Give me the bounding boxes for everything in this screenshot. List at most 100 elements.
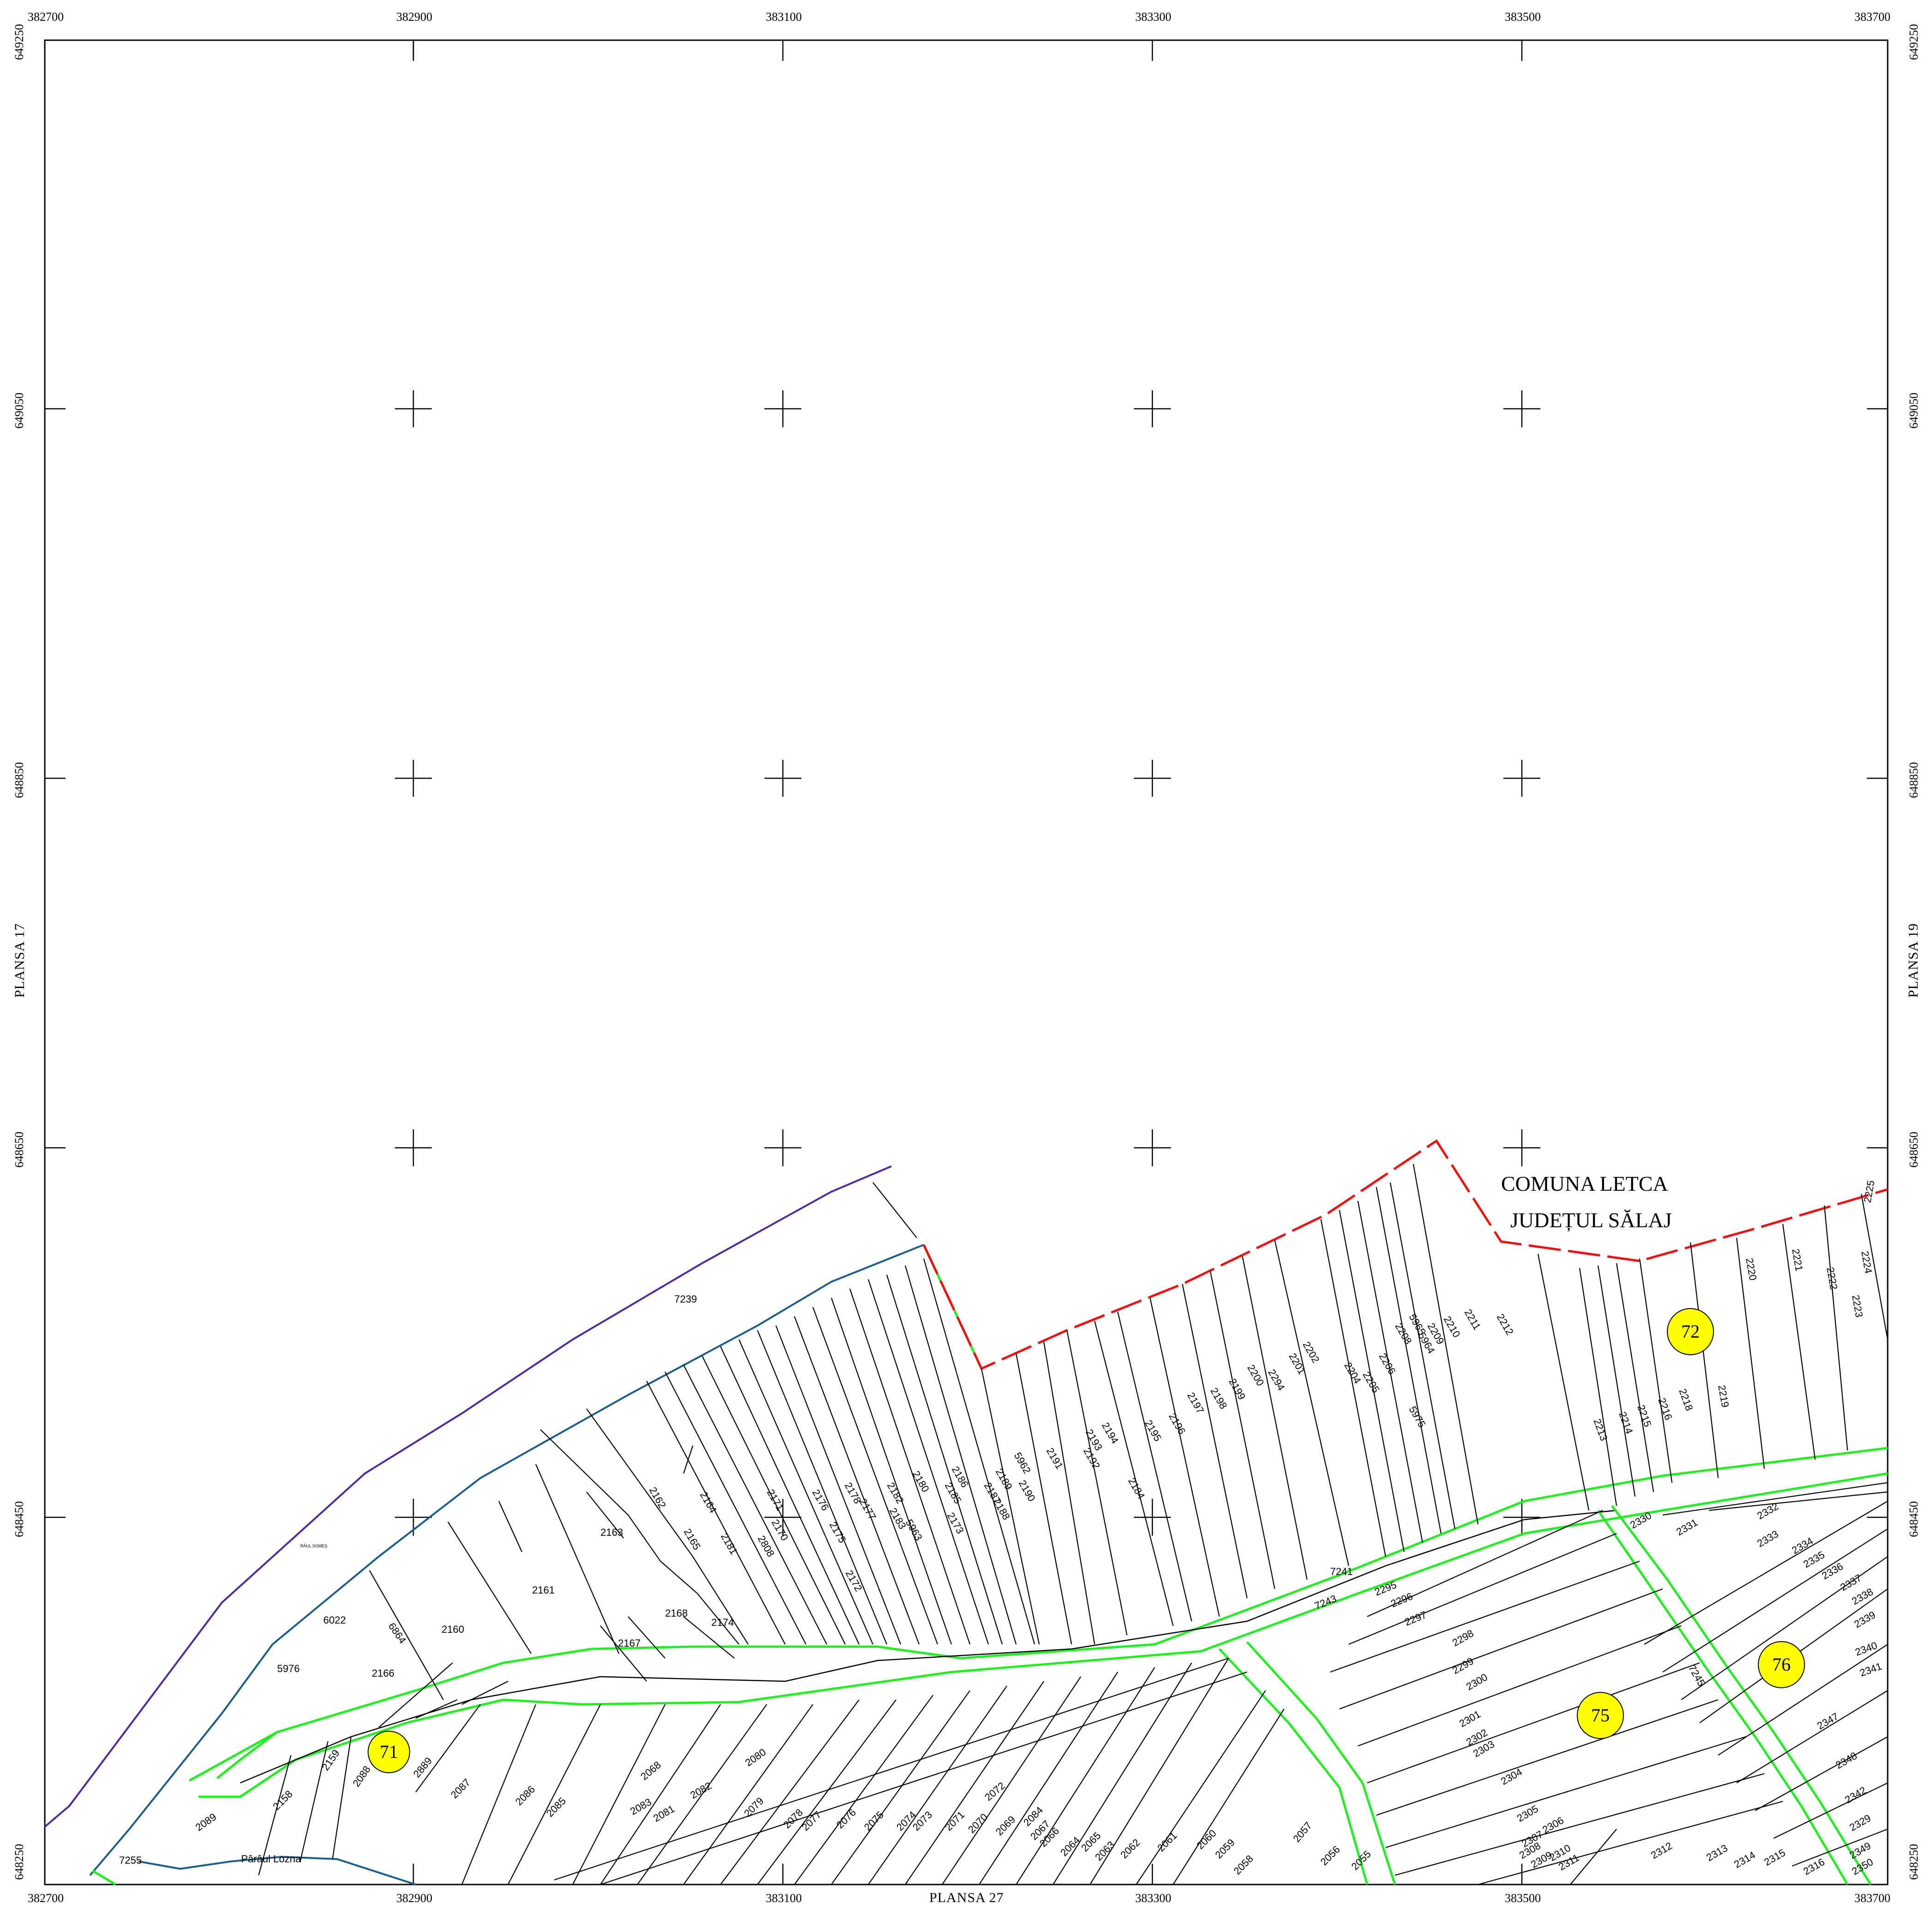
parcel-label: 2200 <box>1245 1363 1266 1388</box>
parcel-label: 7243 <box>1313 1593 1338 1612</box>
river-label: RÂUL SOMEȘ <box>300 1544 327 1548</box>
parcel-label: 7255 <box>119 1854 142 1866</box>
parcel-label: 2088 <box>351 1764 373 1788</box>
parcel-label: 2333 <box>1755 1528 1781 1549</box>
parcel-label: 2306 <box>1540 1814 1566 1836</box>
river-someș-north-bank <box>44 1165 892 1828</box>
parcel-label: 2219 <box>1716 1384 1731 1409</box>
road-branch-a <box>1218 1648 1369 1885</box>
coord-y-right-0: 649250 <box>1907 24 1920 60</box>
parcel-label: 2223 <box>1850 1294 1865 1319</box>
sector-71-label: 71 <box>380 1741 398 1762</box>
road-branch-a2 <box>1246 1641 1396 1885</box>
parcel-label: 2341 <box>1858 1660 1884 1679</box>
parcel-label: 2225 <box>1861 1179 1877 1204</box>
coord-y-left-0: 649250 <box>12 24 26 60</box>
parcel-label: 2314 <box>1732 1849 1757 1870</box>
coord-y-left-2: 648850 <box>12 762 26 798</box>
parcel-lines <box>369 1164 1889 1700</box>
coord-y-left-1: 649050 <box>12 393 26 429</box>
parcel-label: 2213 <box>1591 1417 1610 1442</box>
parcel-label: 2342 <box>1843 1784 1868 1806</box>
road-branch-b <box>1597 1509 1849 1885</box>
coord-x-top-5: 383700 <box>1854 10 1890 24</box>
coord-y-right-4: 648450 <box>1907 1501 1920 1537</box>
sector-75-label: 75 <box>1591 1705 1610 1726</box>
parcel-label: 2172 <box>843 1568 865 1594</box>
parcel-label: 2335 <box>1801 1549 1827 1570</box>
parcel-label: 5963 <box>903 1517 925 1543</box>
coord-y-right: 649250 649050 648850 648650 648450 64825… <box>1907 24 1920 1880</box>
parcel-label: 2166 <box>372 1667 394 1679</box>
comuna-label: COMUNA LETCA <box>1501 1172 1668 1195</box>
coord-x-top-2: 383100 <box>766 10 802 24</box>
parcel-label: 2068 <box>638 1759 663 1782</box>
coord-x-top-3: 383300 <box>1135 10 1171 24</box>
parcel-label: 2165 <box>682 1527 703 1552</box>
parcel-label: 2305 <box>1515 1803 1540 1824</box>
coord-x-bottom-1: 382900 <box>396 1891 432 1905</box>
sector-72-label: 72 <box>1681 1321 1700 1342</box>
coord-y-right-1: 649050 <box>1907 393 1920 429</box>
parcel-label: 2340 <box>1853 1639 1879 1658</box>
parcel-label: 2060 <box>1194 1827 1218 1851</box>
parcel-label: 2214 <box>1617 1410 1635 1436</box>
sector-76-label: 76 <box>1772 1654 1791 1675</box>
parcel-label: 2057 <box>1291 1820 1314 1845</box>
parcel-label: 2158 <box>271 1788 295 1812</box>
parcel-label: 2338 <box>1850 1586 1875 1607</box>
coord-y-left: 649250 649050 648850 648650 648450 64825… <box>12 24 26 1880</box>
stream-label: Pârâul Lozna <box>241 1853 301 1865</box>
parcel-label: 2212 <box>1495 1312 1516 1337</box>
sector-76: 76 <box>1758 1641 1805 1688</box>
parcel-label: 2174 <box>711 1617 734 1628</box>
parcel-label: 2175 <box>827 1520 848 1545</box>
parcel-label: 2316 <box>1801 1856 1827 1877</box>
parcel-label: 2198 <box>1208 1386 1229 1411</box>
parcel-label: 2329 <box>1847 1812 1873 1833</box>
parcel-label: 2086 <box>513 1783 537 1807</box>
coord-x-top: 382700 382900 383100 383300 383500 38370… <box>28 10 1890 24</box>
parcel-label: 2085 <box>544 1795 568 1819</box>
coord-x-top-1: 382900 <box>396 10 432 24</box>
map-frame <box>44 39 1889 1885</box>
coord-y-left-3: 648650 <box>12 1132 26 1168</box>
parcel-label: 7239 <box>674 1293 697 1305</box>
parcel-label: 2076 <box>834 1806 858 1830</box>
parcel-label: 2182 <box>885 1480 906 1506</box>
parcel-label: 2337 <box>1838 1572 1864 1593</box>
parcel-label: 2215 <box>1635 1403 1653 1429</box>
parcel-label: 2301 <box>1457 1708 1483 1729</box>
parcel-label: 2081 <box>651 1803 677 1824</box>
coord-x-bottom-5: 383700 <box>1854 1891 1890 1905</box>
parcel-label: 2216 <box>1656 1396 1674 1422</box>
parcel-label: 7241 <box>1330 1566 1353 1577</box>
parcel-label: 5975 <box>1407 1404 1428 1430</box>
parcel-label: 2808 <box>756 1533 777 1559</box>
parcel-label: 2083 <box>628 1796 654 1817</box>
parcel-label: 2168 <box>665 1607 688 1619</box>
parcel-label: 2089 <box>194 1811 218 1834</box>
parcel-label: 2062 <box>1118 1836 1142 1861</box>
parcel-label: 2069 <box>993 1813 1017 1837</box>
parcel-label: 2204 <box>1342 1360 1363 1386</box>
road-upper-edge <box>188 1447 1888 1782</box>
parcel-label: 5962 <box>1012 1450 1033 1476</box>
coord-y-right-2: 648850 <box>1907 762 1920 798</box>
parcel-label: 2222 <box>1824 1267 1840 1291</box>
sheet-right: PLANSA 19 <box>1906 923 1921 998</box>
coord-y-right-5: 648250 <box>1907 1844 1920 1880</box>
coord-x-bottom-0: 382700 <box>28 1891 64 1905</box>
sector-72: 72 <box>1667 1308 1714 1355</box>
parcel-label: 2211 <box>1462 1307 1483 1332</box>
grid-crosses <box>45 40 1888 1885</box>
parcel-label: 2167 <box>618 1637 641 1649</box>
parcel-label: 2331 <box>1674 1516 1700 1538</box>
parcel-label: 2300 <box>1464 1671 1490 1692</box>
sector-75: 75 <box>1577 1692 1624 1739</box>
coord-x-top-4: 383500 <box>1505 10 1541 24</box>
coord-x-bottom-4: 383500 <box>1505 1891 1541 1905</box>
river-someș-south-bank <box>89 1244 924 1876</box>
sector-71: 71 <box>368 1731 410 1773</box>
parcel-label: 2197 <box>1185 1390 1206 1416</box>
